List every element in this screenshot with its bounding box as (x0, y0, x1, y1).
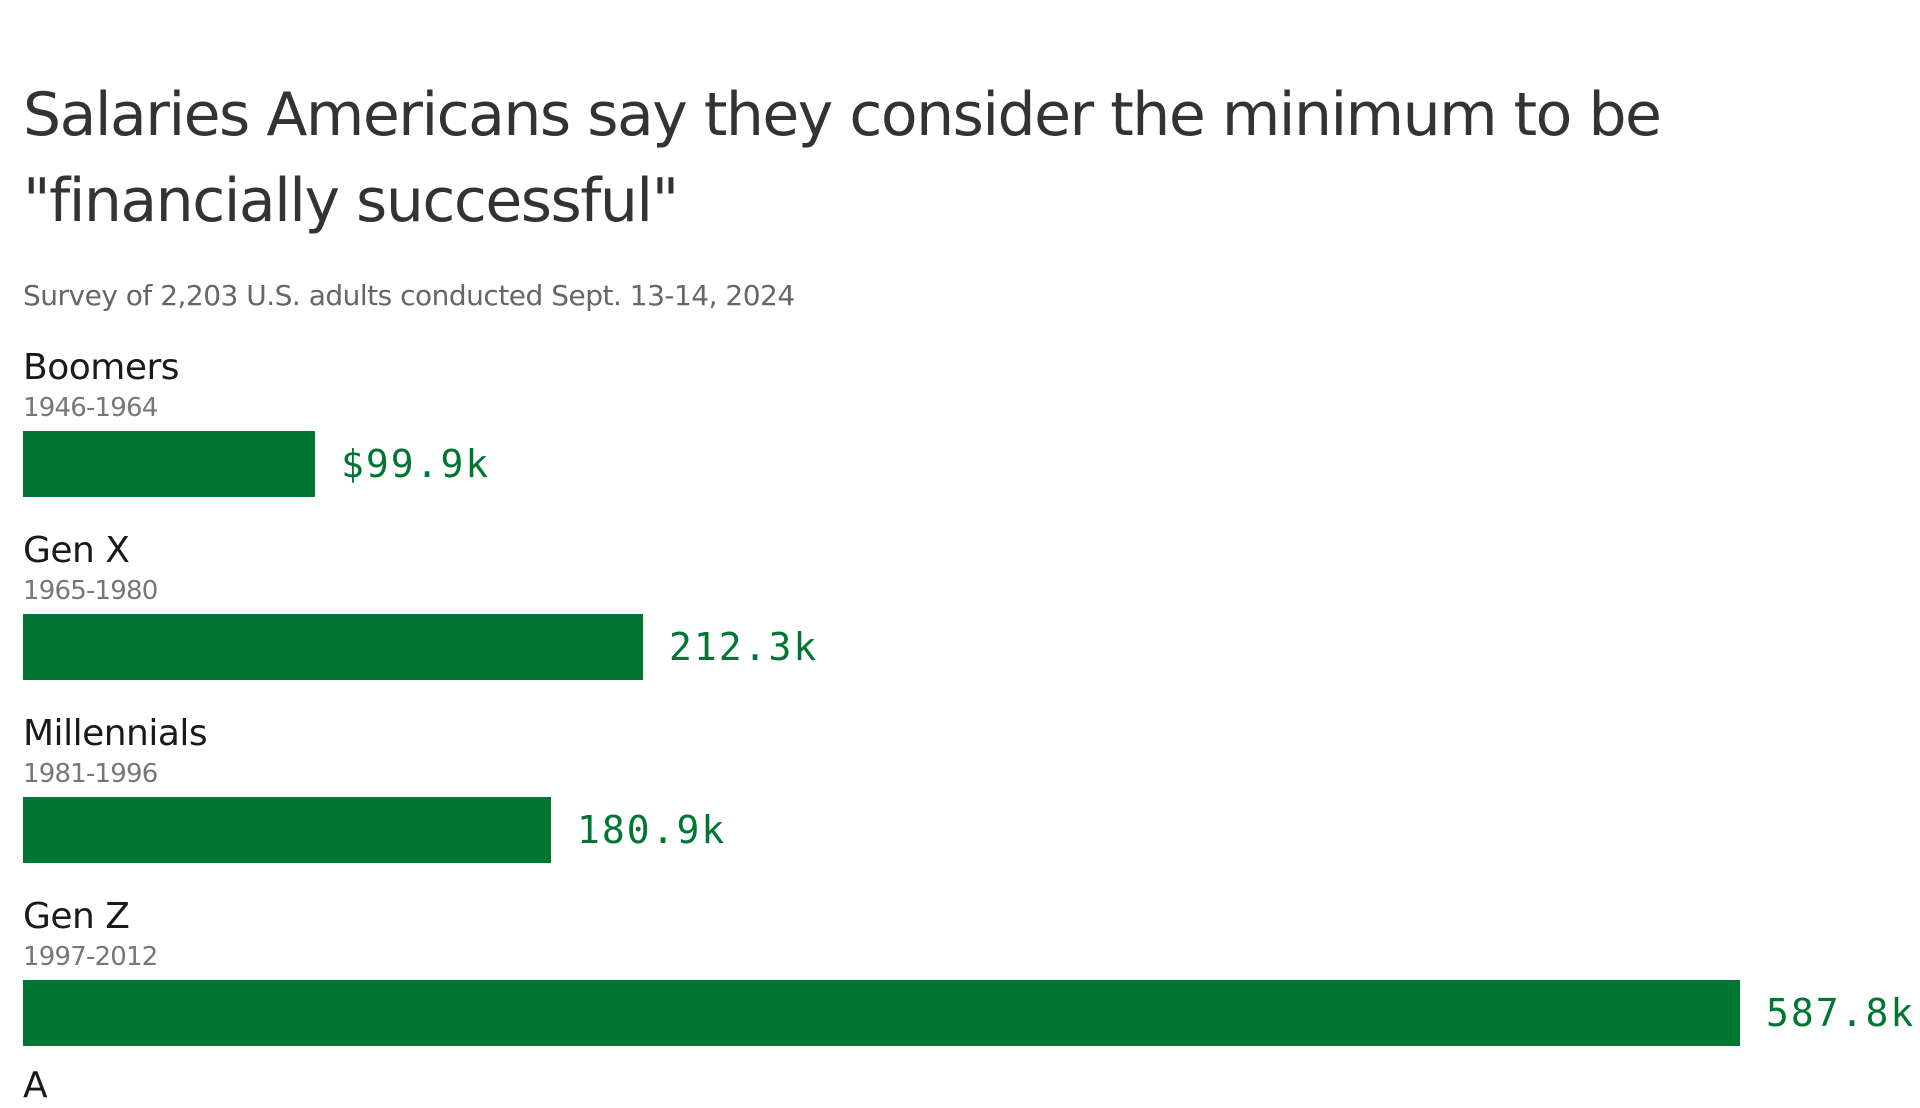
bar (23, 614, 643, 680)
bar-value-label: 212.3k (669, 625, 819, 669)
category-years: 1981-1996 (23, 759, 158, 789)
bar-value-label: 180.9k (577, 808, 727, 852)
bar-value-label: $99.9k (341, 442, 491, 486)
chart-subtitle: Survey of 2,203 U.S. adults conducted Se… (23, 279, 795, 312)
category-years: 1965-1980 (23, 576, 158, 606)
category-years: 1946-1964 (23, 393, 158, 423)
bar (23, 431, 315, 497)
bar-chart-body: Boomers 1946-1964 $99.9k Gen X 1965-1980 212.… (23, 347, 1916, 1046)
bar-value-label: 587.8k (1766, 991, 1916, 1035)
category-label: Gen X (23, 530, 130, 571)
bar (23, 797, 551, 863)
category-years: 1997-2012 (23, 942, 158, 972)
category-label: Gen Z (23, 896, 130, 937)
bar (23, 980, 1740, 1046)
chart: Salaries Americans say they consider the… (23, 80, 1916, 1106)
category-label-partial: A (23, 1065, 48, 1106)
category-label: Boomers (23, 347, 180, 388)
chart-title: Salaries Americans say they consider the… (23, 80, 1662, 236)
category-label: Millennials (23, 713, 208, 754)
